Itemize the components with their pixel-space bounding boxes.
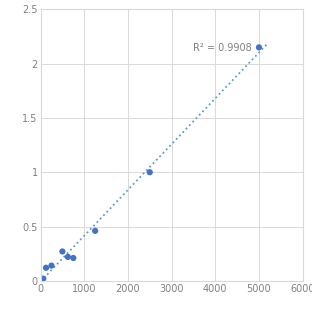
Point [93,228,98,233]
Point [147,170,152,175]
Point [43,265,49,270]
Point [71,256,76,261]
Point [60,249,65,254]
Point [38,277,43,282]
Point [41,276,46,281]
Point [66,254,71,259]
Text: R² = 0.9908: R² = 0.9908 [193,43,252,53]
Point [49,263,54,268]
Point [256,45,261,50]
